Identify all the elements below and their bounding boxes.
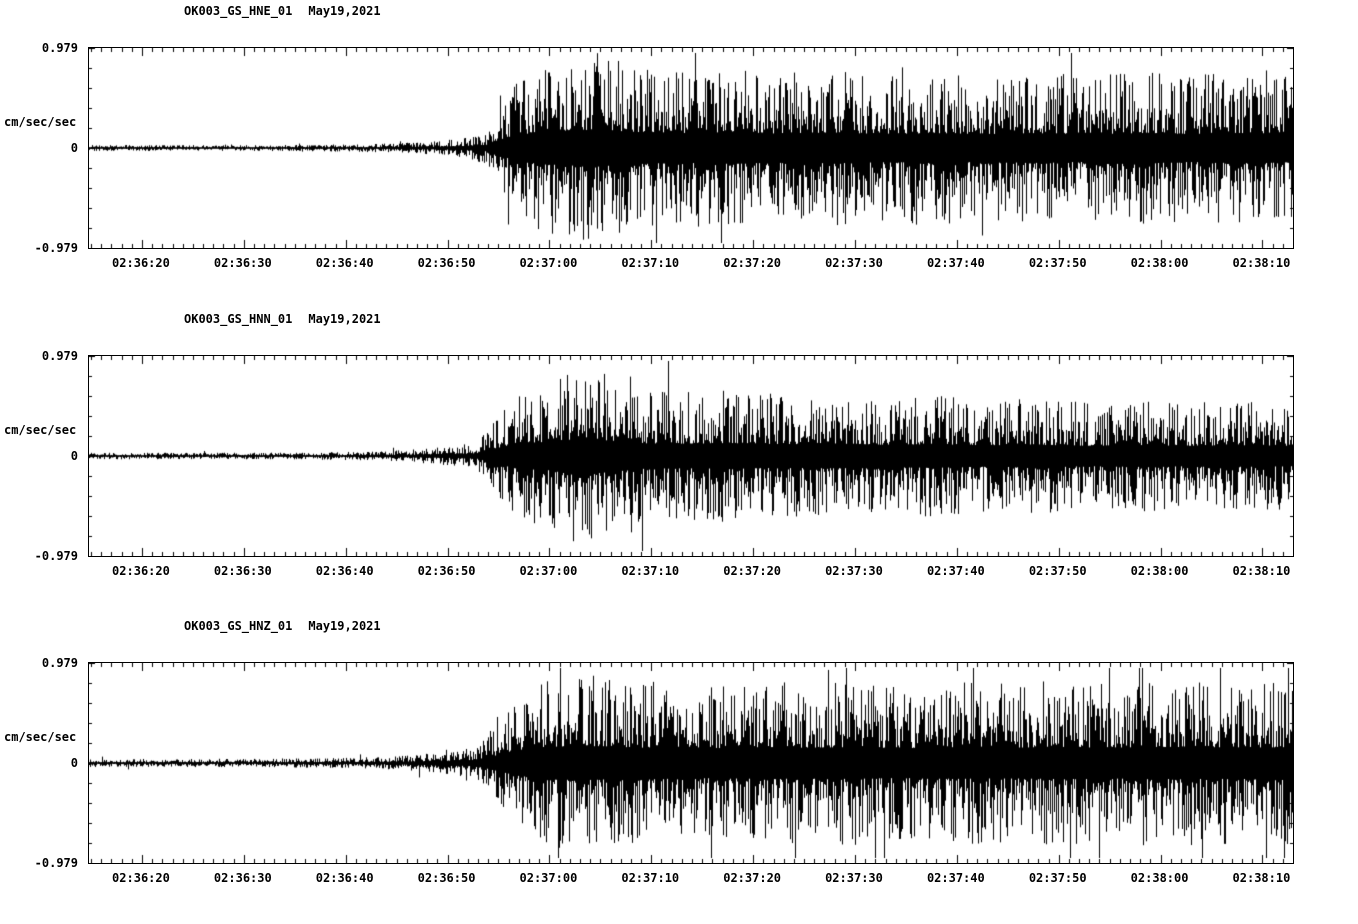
y-tick-min: -0.979 [34, 856, 78, 870]
x-axis-tick-labels: 02:36:20 02:36:30 02:36:40 02:36:50 02:37:00… [88, 871, 1292, 887]
panel-title: OK003_GS_HNE_01 May19,2021 [184, 4, 381, 18]
plot-area [88, 47, 1294, 249]
seismogram-panel-hne: OK003_GS_HNE_01 May19,2021 0.979 cm/sec/s… [0, 0, 1358, 308]
x-tick-label: 02:37:40 [926, 871, 985, 885]
date-label: May19,2021 [308, 4, 381, 18]
station-channel-label: OK003_GS_HNN_01 [184, 312, 293, 326]
x-tick-label: 02:37:20 [723, 564, 782, 578]
x-tick-label: 02:36:20 [112, 564, 170, 578]
x-tick-label: 02:37:10 [621, 871, 680, 885]
station-channel-label: OK003_GS_HNZ_01 [184, 619, 293, 633]
y-tick-max: 0.979 [41, 41, 78, 55]
waveform-canvas [89, 356, 1293, 556]
x-tick-label: 02:38:00 [1130, 564, 1189, 578]
x-tick-label: 02:36:50 [417, 871, 476, 885]
x-tick-label: 02:37:50 [1028, 871, 1087, 885]
plot-area [88, 662, 1294, 864]
waveform-canvas [89, 48, 1293, 248]
plot-area [88, 355, 1294, 557]
x-tick-label: 02:36:30 [213, 564, 272, 578]
x-tick-label: 02:36:40 [315, 564, 374, 578]
x-axis-tick-labels: 02:36:20 02:36:30 02:36:40 02:36:50 02:37:00… [88, 564, 1292, 580]
y-tick-max: 0.979 [41, 656, 78, 670]
panel-title: OK003_GS_HNZ_01 May19,2021 [184, 619, 381, 633]
y-tick-min: -0.979 [34, 241, 78, 255]
x-tick-label: 02:37:20 [723, 871, 782, 885]
seismogram-panel-hnn: OK003_GS_HNN_01 May19,2021 0.979 cm/sec/s… [0, 308, 1358, 616]
x-tick-label: 02:36:50 [417, 256, 476, 270]
x-tick-label: 02:37:30 [825, 256, 883, 270]
x-tick-label: 02:36:20 [112, 256, 170, 270]
x-tick-label: 02:37:00 [519, 564, 578, 578]
y-tick-max: 0.979 [41, 349, 78, 363]
x-tick-label: 02:37:10 [621, 564, 680, 578]
y-tick-min: -0.979 [34, 549, 78, 563]
x-tick-label: 02:38:10 [1232, 871, 1291, 885]
x-tick-label: 02:38:00 [1130, 256, 1189, 270]
x-tick-label: 02:37:30 [825, 871, 883, 885]
date-label: May19,2021 [308, 312, 381, 326]
x-tick-label: 02:37:00 [519, 871, 578, 885]
waveform-canvas [89, 663, 1293, 863]
x-tick-label: 02:37:50 [1028, 564, 1087, 578]
x-tick-label: 02:36:40 [315, 871, 374, 885]
x-tick-label: 02:36:30 [213, 256, 272, 270]
y-axis-label: cm/sec/sec [4, 115, 77, 129]
x-tick-label: 02:38:00 [1130, 871, 1189, 885]
x-tick-label: 02:37:20 [723, 256, 782, 270]
x-tick-label: 02:36:30 [213, 871, 272, 885]
station-channel-label: OK003_GS_HNE_01 [184, 4, 293, 18]
x-tick-label: 02:37:40 [926, 564, 985, 578]
y-tick-zero: 0 [70, 449, 78, 463]
x-tick-label: 02:37:30 [825, 564, 883, 578]
x-tick-label: 02:36:20 [112, 871, 170, 885]
x-tick-label: 02:38:10 [1232, 564, 1291, 578]
date-label: May19,2021 [308, 619, 381, 633]
seismogram-panel-hnz: OK003_GS_HNZ_01 May19,2021 0.979 cm/sec/s… [0, 615, 1358, 923]
y-axis-label: cm/sec/sec [4, 423, 77, 437]
x-tick-label: 02:37:50 [1028, 256, 1087, 270]
y-tick-zero: 0 [70, 141, 78, 155]
y-tick-zero: 0 [70, 756, 78, 770]
x-tick-label: 02:36:40 [315, 256, 374, 270]
x-tick-label: 02:37:10 [621, 256, 680, 270]
x-tick-label: 02:37:40 [926, 256, 985, 270]
panel-title: OK003_GS_HNN_01 May19,2021 [184, 312, 381, 326]
y-axis-label: cm/sec/sec [4, 730, 77, 744]
x-tick-label: 02:36:50 [417, 564, 476, 578]
x-tick-label: 02:37:00 [519, 256, 578, 270]
x-tick-label: 02:38:10 [1232, 256, 1291, 270]
x-axis-tick-labels: 02:36:20 02:36:30 02:36:40 02:36:50 02:37:00… [88, 256, 1292, 272]
